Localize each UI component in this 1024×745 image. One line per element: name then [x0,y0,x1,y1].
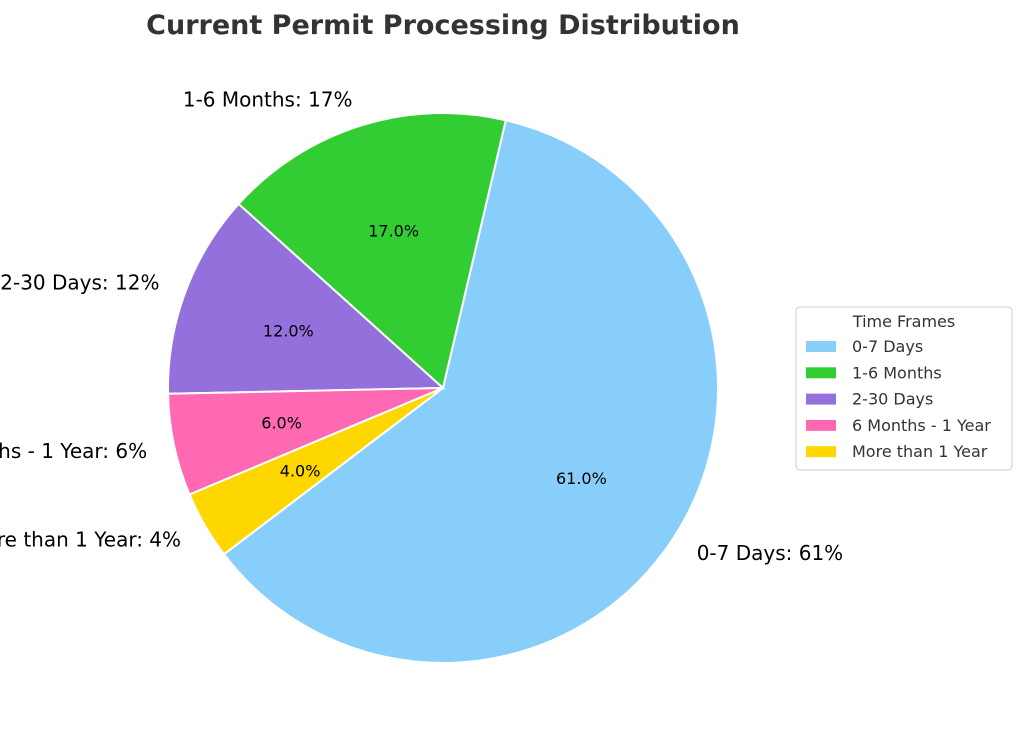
outer-label-2: 1-6 Months: 17% [183,87,353,111]
pie-slice-5 [188,387,444,556]
percent-label-3: 12.0% [263,321,314,340]
outer-label-5: More than 1 Year: 4% [0,527,181,551]
legend-title: Time Frames [852,312,955,331]
pie-slice-3 [167,202,446,395]
legend-box [795,306,1013,471]
percent-label-1: 61.0% [556,469,607,488]
chart-title: Current Permit Processing Distribution [146,10,740,41]
outer-label-3: 2-30 Days: 12% [0,271,159,295]
percent-label-2: 17.0% [368,222,419,241]
legend-swatch-4 [806,419,836,431]
legend-label-1: 0-7 Days [852,337,923,356]
pie-slice-1 [222,119,719,664]
legend: Time Frames 0-7 Days 1-6 Months 2-30 Days 6… [795,306,1013,471]
legend-swatch-3 [806,393,836,405]
legend-swatch-5 [806,446,836,458]
outer-label-1: 0-7 Days: 61% [697,541,843,565]
percent-labels: 61.0% 17.0% 12.0% 6.0% 4.0% [261,222,607,488]
outer-labels: 0-7 Days: 61% 1-6 Months: 17% 2-30 Days: 1… [0,87,843,564]
legend-label-3: 2-30 Days [852,390,933,409]
legend-swatch-1 [806,341,836,352]
percent-label-4: 6.0% [261,413,302,432]
legend-label-5: More than 1 Year [852,442,988,461]
legend-swatch-2 [806,367,836,379]
pie-slices [167,112,719,664]
outer-label-4: 6 Months - 1 Year: 6% [0,439,147,463]
pie-slice-2 [237,112,507,390]
legend-items: 0-7 Days 1-6 Months 2-30 Days 6 Months - 1 … [806,337,991,461]
legend-label-2: 1-6 Months [852,363,942,382]
legend-label-4: 6 Months - 1 Year [852,416,991,435]
percent-label-5: 4.0% [280,462,321,481]
